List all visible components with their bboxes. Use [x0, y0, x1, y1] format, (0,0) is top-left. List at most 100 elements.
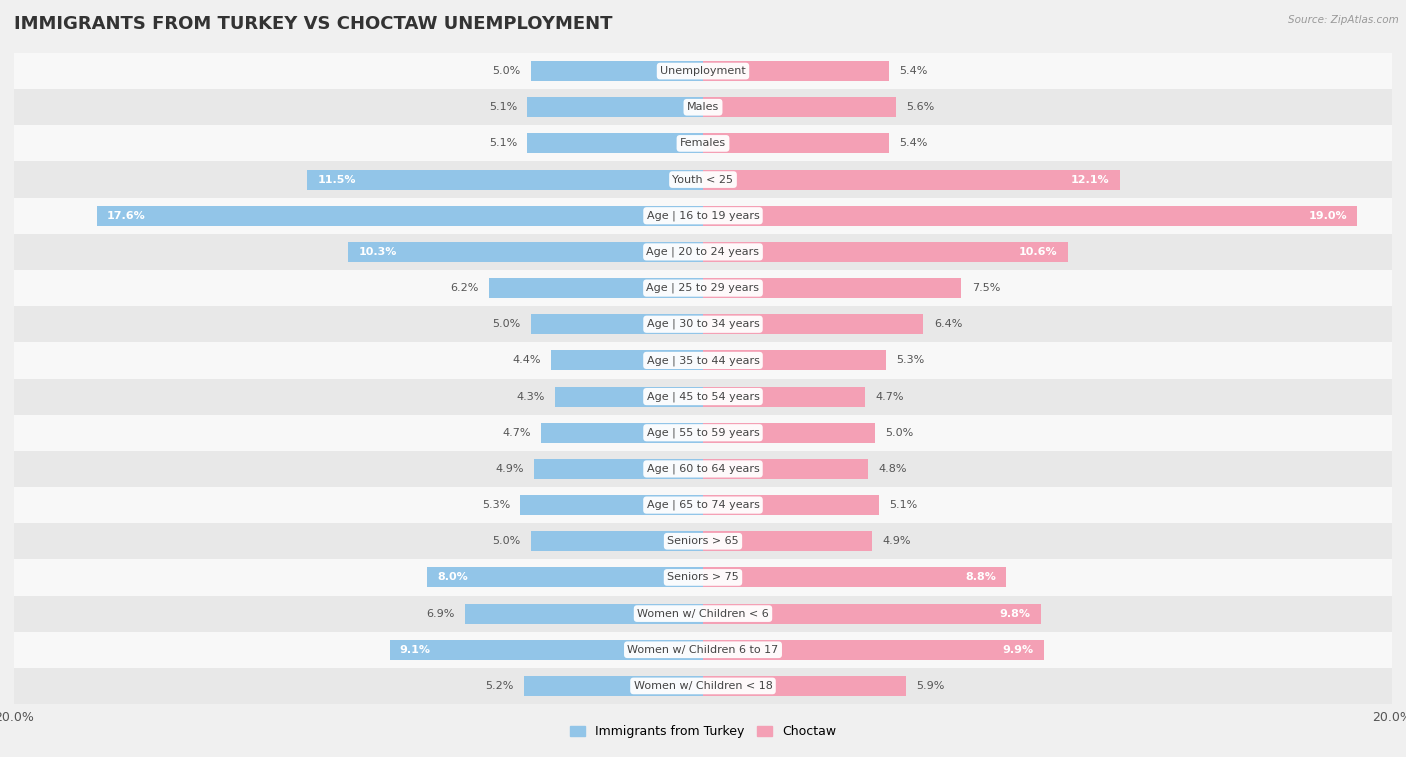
Bar: [14, 523, 1392, 559]
Bar: [527, 133, 703, 154]
Text: Age | 30 to 34 years: Age | 30 to 34 years: [647, 319, 759, 329]
Bar: [531, 61, 703, 81]
Text: 8.8%: 8.8%: [965, 572, 995, 582]
Bar: [524, 676, 703, 696]
Bar: [703, 495, 879, 515]
Text: Age | 55 to 59 years: Age | 55 to 59 years: [647, 428, 759, 438]
Text: 5.1%: 5.1%: [489, 139, 517, 148]
Bar: [489, 278, 703, 298]
Bar: [703, 133, 889, 154]
Text: 5.2%: 5.2%: [485, 681, 513, 691]
Text: 5.0%: 5.0%: [886, 428, 914, 438]
Bar: [14, 53, 1392, 89]
Bar: [551, 350, 703, 370]
Text: 19.0%: 19.0%: [1309, 210, 1347, 221]
Legend: Immigrants from Turkey, Choctaw: Immigrants from Turkey, Choctaw: [565, 721, 841, 743]
Text: 6.9%: 6.9%: [426, 609, 456, 618]
Text: 4.8%: 4.8%: [879, 464, 907, 474]
Text: 4.4%: 4.4%: [513, 356, 541, 366]
Bar: [703, 278, 962, 298]
Text: 6.4%: 6.4%: [934, 319, 962, 329]
Bar: [703, 170, 1119, 189]
Text: 5.0%: 5.0%: [492, 319, 520, 329]
Bar: [527, 98, 703, 117]
Bar: [703, 242, 1069, 262]
Bar: [14, 415, 1392, 451]
Text: 4.7%: 4.7%: [875, 391, 904, 401]
Bar: [14, 596, 1392, 631]
Text: Unemployment: Unemployment: [661, 66, 745, 76]
Text: 5.0%: 5.0%: [492, 66, 520, 76]
Bar: [703, 459, 869, 479]
Text: 5.0%: 5.0%: [492, 536, 520, 547]
Bar: [703, 531, 872, 551]
Bar: [465, 603, 703, 624]
Bar: [703, 603, 1040, 624]
Text: Age | 35 to 44 years: Age | 35 to 44 years: [647, 355, 759, 366]
Text: Seniors > 75: Seniors > 75: [666, 572, 740, 582]
Bar: [389, 640, 703, 659]
Bar: [703, 206, 1358, 226]
Text: 7.5%: 7.5%: [972, 283, 1000, 293]
Text: 10.3%: 10.3%: [359, 247, 396, 257]
Text: 10.6%: 10.6%: [1019, 247, 1057, 257]
Bar: [307, 170, 703, 189]
Text: 9.8%: 9.8%: [1000, 609, 1031, 618]
Text: 4.9%: 4.9%: [495, 464, 524, 474]
Bar: [534, 459, 703, 479]
Bar: [14, 559, 1392, 596]
Text: 4.7%: 4.7%: [502, 428, 531, 438]
Text: Source: ZipAtlas.com: Source: ZipAtlas.com: [1288, 15, 1399, 25]
Bar: [14, 89, 1392, 126]
Bar: [703, 61, 889, 81]
Bar: [703, 387, 865, 407]
Bar: [14, 306, 1392, 342]
Bar: [14, 126, 1392, 161]
Bar: [14, 270, 1392, 306]
Text: Age | 16 to 19 years: Age | 16 to 19 years: [647, 210, 759, 221]
Bar: [520, 495, 703, 515]
Bar: [703, 314, 924, 334]
Text: Age | 65 to 74 years: Age | 65 to 74 years: [647, 500, 759, 510]
Text: 11.5%: 11.5%: [318, 175, 356, 185]
Bar: [14, 451, 1392, 487]
Bar: [14, 342, 1392, 378]
Text: 9.1%: 9.1%: [399, 645, 430, 655]
Text: Women w/ Children 6 to 17: Women w/ Children 6 to 17: [627, 645, 779, 655]
Bar: [427, 568, 703, 587]
Bar: [14, 198, 1392, 234]
Text: 5.4%: 5.4%: [900, 139, 928, 148]
Bar: [14, 378, 1392, 415]
Bar: [14, 668, 1392, 704]
Text: Females: Females: [681, 139, 725, 148]
Text: Seniors > 65: Seniors > 65: [668, 536, 738, 547]
Bar: [349, 242, 703, 262]
Bar: [14, 234, 1392, 270]
Bar: [703, 423, 875, 443]
Text: 5.3%: 5.3%: [482, 500, 510, 510]
Text: 5.9%: 5.9%: [917, 681, 945, 691]
Text: 4.3%: 4.3%: [516, 391, 544, 401]
Bar: [531, 314, 703, 334]
Bar: [703, 640, 1045, 659]
Text: 8.0%: 8.0%: [437, 572, 468, 582]
Bar: [703, 350, 886, 370]
Text: 5.1%: 5.1%: [489, 102, 517, 112]
Text: 5.6%: 5.6%: [907, 102, 935, 112]
Text: 9.9%: 9.9%: [1002, 645, 1033, 655]
Text: 6.2%: 6.2%: [451, 283, 479, 293]
Text: 5.3%: 5.3%: [896, 356, 924, 366]
Bar: [555, 387, 703, 407]
Text: Age | 25 to 29 years: Age | 25 to 29 years: [647, 283, 759, 293]
Text: Women w/ Children < 18: Women w/ Children < 18: [634, 681, 772, 691]
Text: IMMIGRANTS FROM TURKEY VS CHOCTAW UNEMPLOYMENT: IMMIGRANTS FROM TURKEY VS CHOCTAW UNEMPL…: [14, 15, 613, 33]
Bar: [14, 631, 1392, 668]
Bar: [703, 98, 896, 117]
Text: 17.6%: 17.6%: [107, 210, 146, 221]
Text: Age | 45 to 54 years: Age | 45 to 54 years: [647, 391, 759, 402]
Text: Age | 60 to 64 years: Age | 60 to 64 years: [647, 464, 759, 474]
Bar: [703, 676, 907, 696]
Text: 5.4%: 5.4%: [900, 66, 928, 76]
Bar: [14, 487, 1392, 523]
Bar: [703, 568, 1007, 587]
